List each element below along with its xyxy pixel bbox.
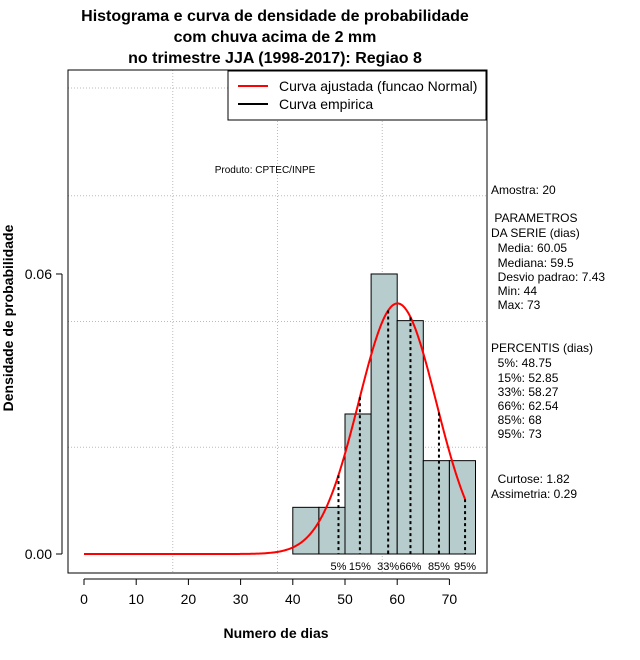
y-tick-label: 0.00 (25, 546, 52, 562)
histogram-bar-2 (318, 506, 346, 555)
x-tick-label: 60 (389, 591, 405, 607)
x-tick-label: 0 (80, 591, 88, 607)
histogram-bar-1 (292, 506, 320, 555)
stat-p5: 5%: 48.75 (491, 356, 552, 370)
histogram-bar-3 (344, 413, 372, 555)
percentile-label-5: 5% (331, 561, 347, 573)
stat-p15: 15%: 52.85 (491, 371, 559, 385)
stat-perc-title: PERCENTIS (dias) (491, 341, 594, 355)
chart-title-line-2: com chuva acima de 2 mm (173, 29, 377, 46)
stat-max: Max: 73 (491, 298, 541, 312)
stat-curtose: Curtose: 1.82 (491, 472, 570, 486)
x-tick-label: 30 (233, 591, 249, 607)
legend-entry-empirical: Curva empirica (279, 96, 373, 112)
histogram-bar-7 (448, 460, 476, 555)
histogram-bar-6 (422, 460, 450, 555)
stat-p95: 95%: 73 (491, 427, 542, 441)
plot-frame (67, 69, 488, 574)
stat-p66: 66%: 62.54 (491, 399, 559, 413)
stat-p33: 33%: 58.27 (491, 385, 559, 399)
percentile-label-33: 33% (377, 561, 399, 573)
percentile-label-95: 95% (454, 561, 476, 573)
stat-mediana: Mediana: 59.5 (491, 256, 574, 270)
stat-assimetria: Assimetria: 0.29 (491, 487, 578, 501)
normal-fit-curve (84, 302, 466, 555)
percentile-label-15: 15% (349, 561, 371, 573)
x-tick-label: 40 (285, 591, 301, 607)
stat-param-title-2: DA SERIE (dias) (491, 226, 580, 240)
percentile-label-85: 85% (428, 561, 450, 573)
stat-min: Min: 44 (491, 284, 538, 298)
y-tick-label: 0.06 (25, 266, 52, 282)
stat-media: Media: 60.05 (491, 241, 568, 255)
x-tick-label: 10 (128, 591, 144, 607)
x-tick-label: 20 (181, 591, 197, 607)
legend-entry-normal: Curva ajustada (funcao Normal) (279, 78, 477, 94)
legend-box (227, 70, 487, 121)
x-tick-label: 70 (442, 591, 458, 607)
percentile-label-66: 66% (399, 561, 421, 573)
stat-param-title-1: PARAMETROS (491, 211, 578, 225)
stat-desvio: Desvio padrao: 7.43 (491, 270, 606, 284)
chart-title-line-1: Histograma e curva de densidade de proba… (81, 8, 469, 25)
x-tick-label: 50 (337, 591, 353, 607)
stat-p85: 85%: 68 (491, 413, 542, 427)
chart-title-line-3: no trimestre JJA (1998-2017): Regiao 8 (128, 50, 422, 67)
produto-label: Produto: CPTEC/INPE (215, 165, 316, 176)
stat-amostra: Amostra: 20 (491, 183, 556, 197)
histogram-bar-4 (370, 273, 398, 555)
